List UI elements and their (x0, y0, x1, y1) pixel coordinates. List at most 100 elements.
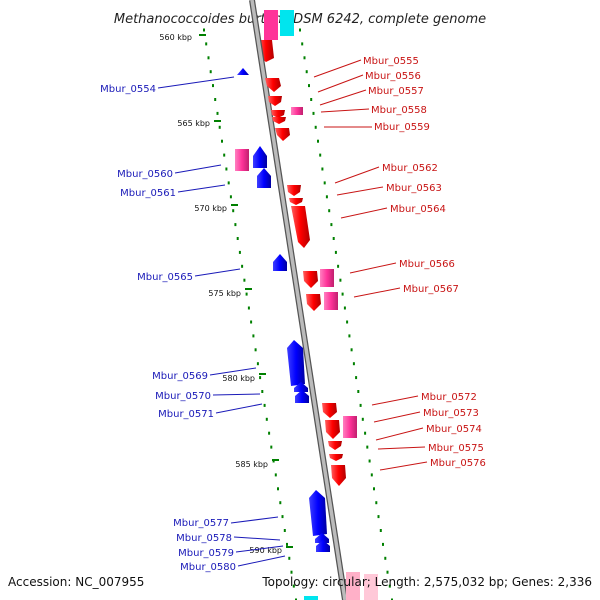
track-dot (330, 223, 333, 227)
rna-mbur-0566[interactable] (320, 269, 334, 287)
gene-mbur-0573[interactable] (325, 420, 340, 439)
label-mbur-0573[interactable]: Mbur_0573 (423, 408, 479, 419)
tick-575: 575 kbp (208, 288, 252, 298)
track-dot (337, 264, 340, 268)
label-mbur-0574[interactable]: Mbur_0574 (426, 424, 482, 435)
gene-mbur-0560[interactable] (253, 146, 267, 168)
track-dot (221, 139, 223, 143)
gene-mbur-0565[interactable] (273, 254, 287, 271)
gene-mbur-0561[interactable] (257, 168, 271, 188)
label-mbur-0569[interactable]: Mbur_0569 (152, 371, 208, 382)
track-dot (341, 292, 344, 296)
track-dot (292, 584, 295, 588)
track-dot (348, 334, 351, 338)
track-dot (256, 362, 259, 366)
track-dot (359, 403, 362, 407)
gene-mbur-0555[interactable] (265, 78, 281, 92)
tick-570: 570 kbp (194, 204, 238, 213)
gene-mbur-0567[interactable] (306, 294, 321, 311)
gene-mbur-0578[interactable] (315, 533, 329, 543)
gene-mbur-0571[interactable] (295, 390, 309, 403)
track-dot (261, 390, 264, 393)
label-mbur-0566[interactable]: Mbur_0566 (399, 259, 455, 270)
topology-label: Topology: circular; Length: 2,575,032 bp… (261, 575, 592, 589)
label-mbur-0562[interactable]: Mbur_0562 (382, 163, 438, 174)
track-dot (205, 42, 208, 46)
label-mbur-0560[interactable]: Mbur_0560 (117, 169, 173, 180)
track-dot (277, 487, 279, 491)
right-gene-labels: Mbur_0555 Mbur_0556 Mbur_0557 Mbur_0558 … (313, 56, 486, 471)
label-mbur-0556[interactable]: Mbur_0556 (365, 71, 421, 82)
gene-mbur-0569[interactable] (287, 340, 305, 386)
label-mbur-0570[interactable]: Mbur_0570 (155, 391, 211, 402)
track-dot (283, 529, 286, 532)
gene-mbur-0576[interactable] (331, 465, 346, 486)
gene-mbur-0572[interactable] (322, 403, 337, 418)
track-dot (350, 348, 353, 352)
tick-585: 585 kbp (235, 459, 279, 469)
rna-mbur-0567[interactable] (324, 292, 338, 310)
gene-mbur-0570[interactable] (294, 382, 308, 392)
label-mbur-0575[interactable]: Mbur_0575 (428, 443, 484, 454)
label-mbur-0565[interactable]: Mbur_0565 (137, 272, 193, 283)
track-dot (325, 195, 328, 199)
track-dot (209, 70, 212, 74)
track-dot (268, 431, 271, 435)
track-dot (259, 376, 262, 380)
left-dotted-track (203, 28, 297, 600)
track-dot (252, 334, 255, 338)
svg-text:560 kbp: 560 kbp (159, 33, 192, 42)
track-dot (373, 487, 375, 491)
rna-mbur-0560[interactable] (235, 149, 249, 171)
gene-mbur-0577[interactable] (309, 490, 327, 536)
track-dot (254, 348, 257, 352)
label-mbur-0571[interactable]: Mbur_0571 (158, 409, 214, 420)
label-mbur-0561[interactable]: Mbur_0561 (120, 188, 176, 199)
rna-mbur-0573[interactable] (343, 416, 357, 438)
gene-mbur-0558[interactable] (272, 117, 286, 124)
track-dot (310, 98, 313, 101)
label-mbur-0567[interactable]: Mbur_0567 (403, 284, 459, 295)
svg-text:575 kbp: 575 kbp (208, 289, 241, 298)
track-dot (238, 250, 241, 254)
rna-mbur-0558[interactable] (291, 107, 303, 115)
label-mbur-0557[interactable]: Mbur_0557 (368, 86, 424, 97)
label-mbur-0559[interactable]: Mbur_0559 (374, 122, 430, 133)
gene-mbur-0566[interactable] (303, 271, 318, 288)
label-mbur-0578[interactable]: Mbur_0578 (176, 533, 232, 544)
track-dot (223, 153, 226, 157)
gene-mbur-0563[interactable] (289, 198, 303, 205)
label-mbur-0579[interactable]: Mbur_0579 (178, 548, 234, 559)
track-dot (225, 167, 228, 171)
gene-mbur-0559[interactable] (275, 128, 290, 141)
label-mbur-0577[interactable]: Mbur_0577 (173, 518, 229, 529)
track-dot (382, 542, 384, 546)
gene-mbur-0575[interactable] (329, 454, 343, 461)
label-mbur-0554[interactable]: Mbur_0554 (100, 84, 156, 95)
gene-mbur-0562[interactable] (287, 185, 301, 196)
label-mbur-0564[interactable]: Mbur_0564 (390, 204, 446, 215)
gene-mbur-0557[interactable] (271, 110, 285, 118)
gene-mbur-0556[interactable] (268, 96, 282, 106)
label-mbur-0576[interactable]: Mbur_0576 (430, 458, 486, 469)
label-mbur-0558[interactable]: Mbur_0558 (371, 105, 427, 116)
track-dot (328, 209, 331, 213)
track-dot (227, 181, 230, 185)
label-mbur-0580[interactable]: Mbur_0580 (180, 562, 236, 573)
track-dot (229, 195, 232, 199)
svg-text:570 kbp: 570 kbp (194, 204, 227, 213)
gene-mbur-0564[interactable] (291, 206, 310, 248)
gene-mbur-0554[interactable] (237, 68, 249, 75)
scale-ticks: 560 kbp 565 kbp 570 kbp 575 kbp 580 kbp … (159, 33, 293, 555)
track-dot (366, 445, 369, 449)
label-mbur-0572[interactable]: Mbur_0572 (421, 392, 477, 403)
label-mbur-0563[interactable]: Mbur_0563 (386, 183, 442, 194)
gene-mbur-0574[interactable] (328, 441, 342, 450)
gene-mbur-0579[interactable] (316, 540, 330, 552)
track-dot (288, 556, 291, 560)
track-dot (286, 542, 288, 546)
accession-label: Accession: NC_007955 (8, 575, 144, 589)
track-dot (368, 459, 371, 463)
label-mbur-0555[interactable]: Mbur_0555 (363, 56, 419, 67)
track-dot (355, 376, 358, 380)
